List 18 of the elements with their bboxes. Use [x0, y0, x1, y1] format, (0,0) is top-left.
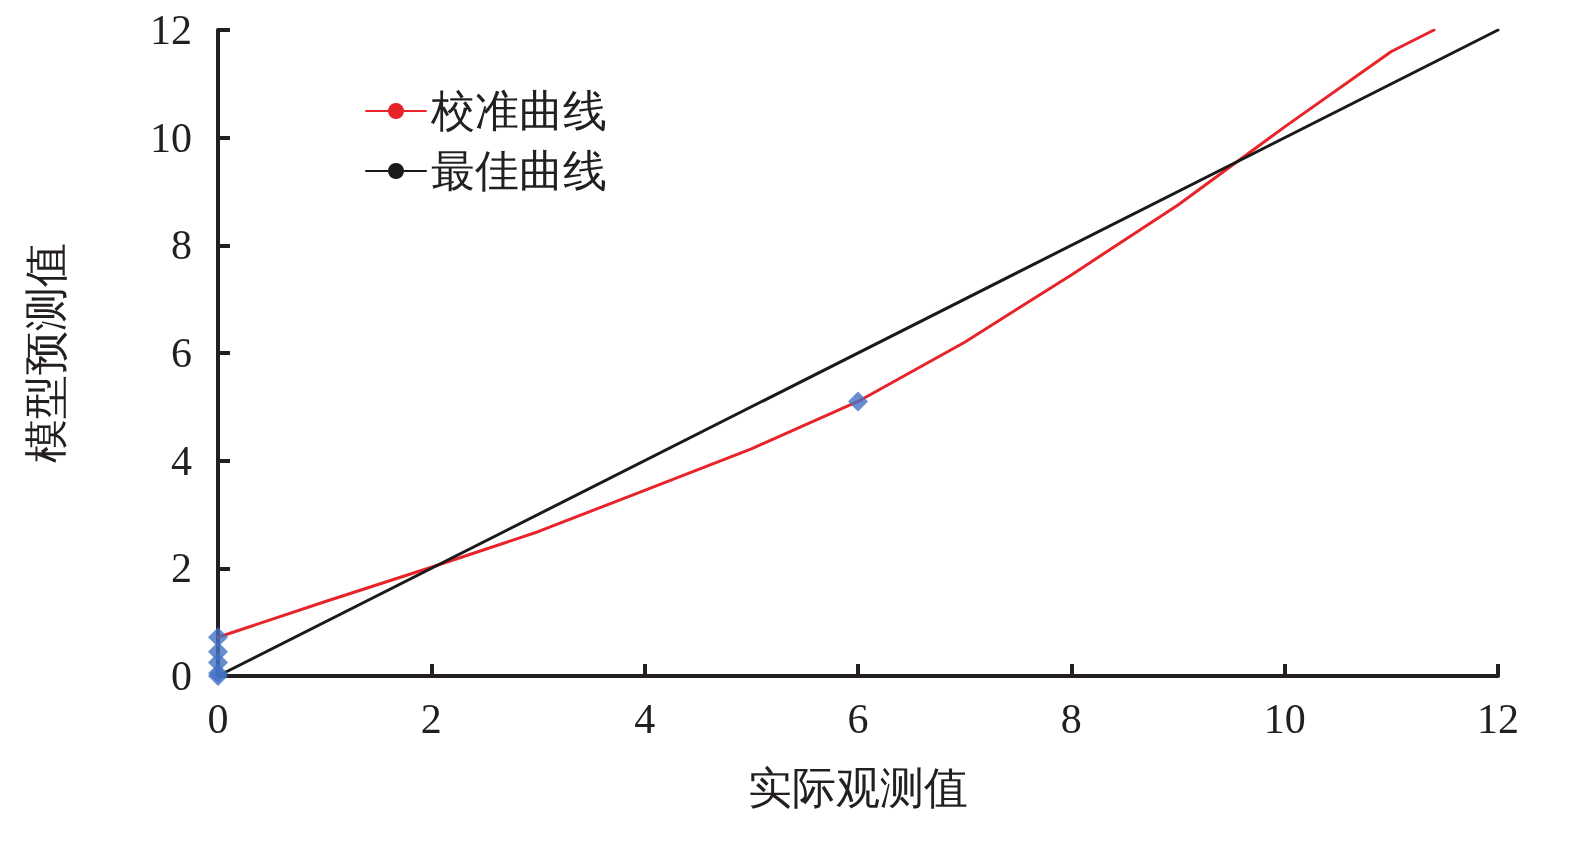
- x-tick-label: 8: [1060, 696, 1082, 742]
- x-tick-label: 10: [1263, 696, 1306, 742]
- legend-label: 最佳曲线: [431, 146, 607, 196]
- y-tick-label: 4: [171, 437, 192, 484]
- x-tick-label: 0: [207, 696, 229, 742]
- y-tick-label: 2: [171, 545, 192, 592]
- y-tick-label: 6: [171, 330, 192, 376]
- x-tick-label: 2: [420, 696, 442, 742]
- y-axis-title: 模型预测值: [21, 243, 71, 463]
- y-tick-label: 12: [150, 7, 192, 53]
- x-axis-title: 实际观测值: [748, 763, 968, 813]
- x-tick-label: 12: [1477, 696, 1519, 742]
- x-tick-label: 6: [847, 696, 869, 742]
- x-tick-label: 4: [634, 696, 656, 742]
- y-tick-label: 8: [171, 222, 192, 269]
- y-tick-label: 10: [150, 114, 192, 161]
- legend-label: 校准曲线: [430, 86, 607, 136]
- y-tick-label: 0: [171, 653, 192, 699]
